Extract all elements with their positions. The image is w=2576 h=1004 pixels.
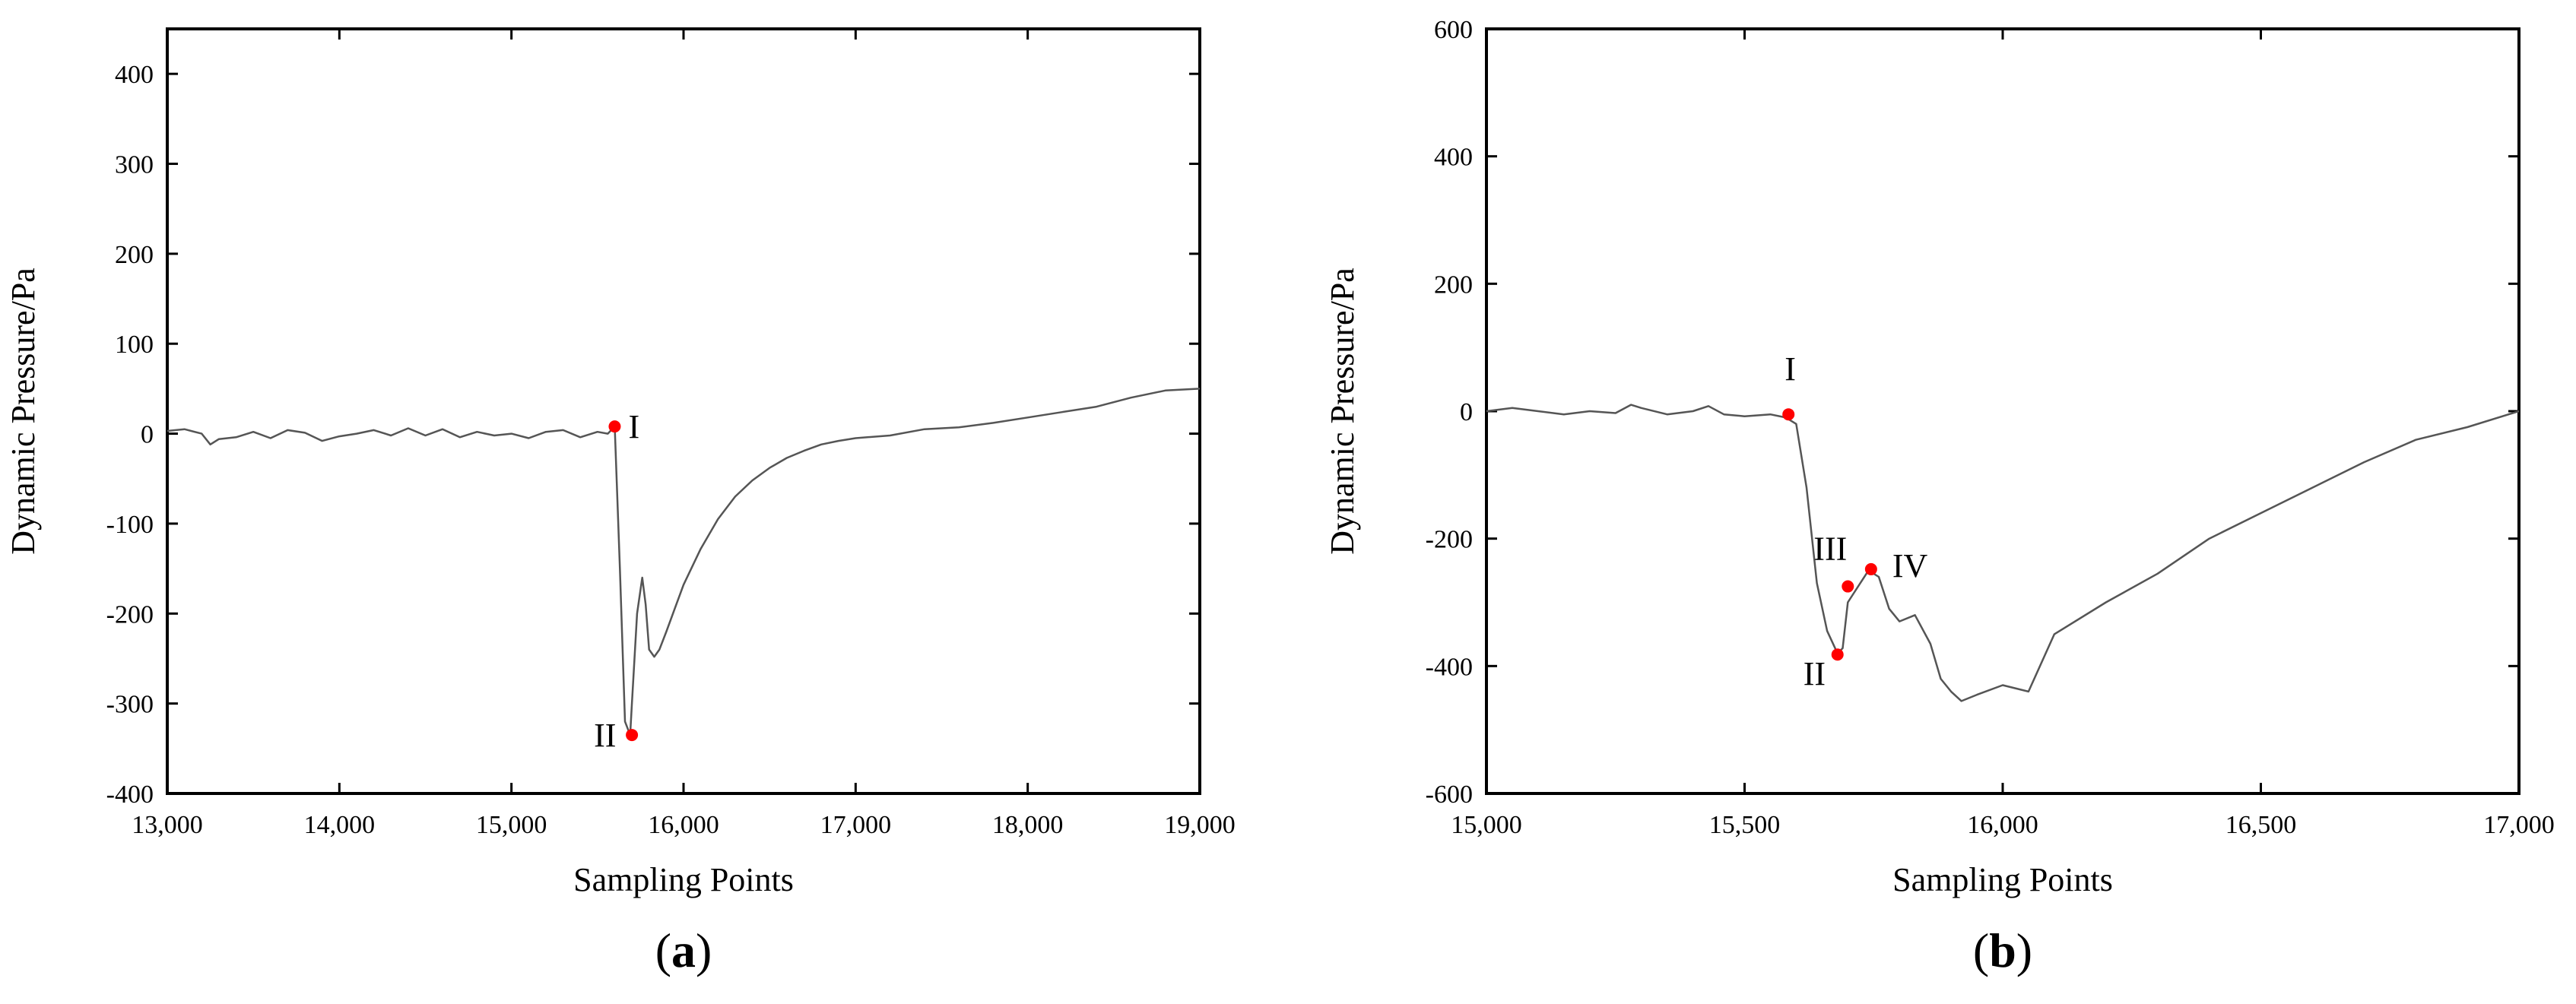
marker-label: III [1813, 531, 1847, 568]
x-tick-label: 17,000 [2483, 811, 2555, 839]
y-tick-label: 0 [141, 421, 154, 449]
x-tick-label: 17,000 [820, 811, 892, 839]
y-tick-label: 300 [115, 151, 154, 179]
panel-label: (b) [1973, 923, 2032, 977]
y-tick-label: 200 [1434, 271, 1473, 299]
y-tick-label: -400 [106, 781, 154, 809]
marker-point [1864, 562, 1877, 575]
x-tick-label: 16,000 [648, 811, 719, 839]
x-axis-label: Sampling Points [1892, 861, 2113, 898]
marker-label: I [628, 408, 639, 445]
x-axis-label: Sampling Points [573, 861, 794, 898]
x-tick-label: 18,000 [992, 811, 1064, 839]
y-tick-label: 200 [115, 241, 154, 269]
marker-label: IV [1892, 547, 1928, 584]
y-tick-label: 0 [1460, 398, 1473, 426]
x-tick-label: 16,500 [2225, 811, 2297, 839]
x-tick-label: 16,000 [1967, 811, 2038, 839]
y-tick-label: 600 [1434, 16, 1473, 44]
marker-label: I [1784, 350, 1796, 388]
y-tick-label: -300 [106, 691, 154, 719]
plot-frame [1485, 27, 2520, 795]
y-tick-label: -400 [1426, 653, 1473, 681]
marker-point [1831, 648, 1844, 661]
marker-label: II [594, 717, 616, 754]
x-tick-label: 15,000 [1451, 811, 1522, 839]
marker-point [626, 729, 639, 742]
y-axis-label: Dynamic Pressure/Pa [1324, 268, 1361, 555]
x-tick-label: 15,000 [476, 811, 547, 839]
y-tick-label: 100 [115, 331, 154, 359]
marker-point [608, 420, 621, 433]
series-line [167, 388, 1201, 736]
x-tick-label: 15,500 [1709, 811, 1781, 839]
y-tick-label: -600 [1426, 781, 1473, 809]
series-line [1486, 404, 2520, 702]
chart-b: 15,000 15,500 16,000 16,500 17,000 -600 -400 -2… [1324, 16, 2555, 977]
plot-frame [166, 27, 1201, 795]
y-tick-label: -200 [1426, 526, 1473, 554]
y-axis-label: Dynamic Pressure/Pa [5, 268, 42, 555]
panel-label: (a) [655, 923, 712, 977]
marker-point [1842, 580, 1854, 593]
y-tick-label: -200 [106, 600, 154, 629]
x-tick-label: 19,000 [1164, 811, 1236, 839]
y-tick-label: -100 [106, 511, 154, 539]
y-tick-label: 400 [1434, 144, 1473, 172]
marker-label: II [1804, 655, 1826, 692]
y-tick-label: 400 [115, 61, 154, 89]
x-tick-label: 14,000 [304, 811, 376, 839]
chart-a: 13,000 14,000 15,000 16,000 17,000 18,000 19,0… [5, 27, 1236, 977]
marker-point [1782, 408, 1795, 421]
x-tick-label: 13,000 [132, 811, 203, 839]
